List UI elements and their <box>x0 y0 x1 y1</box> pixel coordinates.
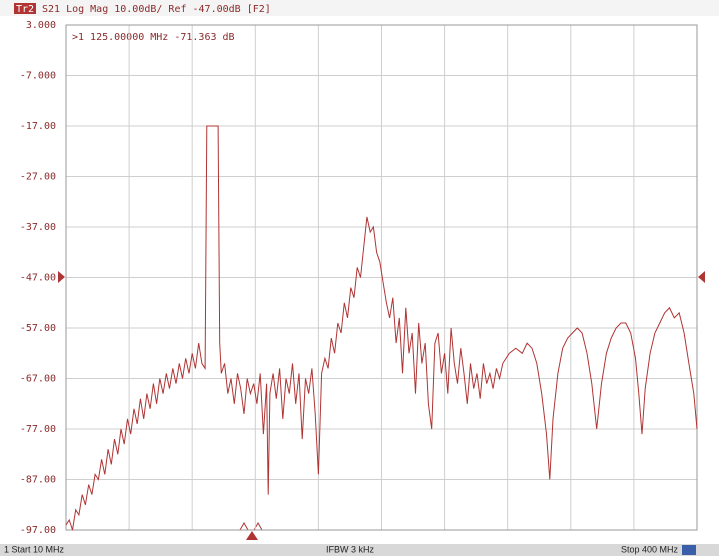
trace <box>65 125 698 531</box>
chart-title: S21 Log Mag 10.00dB/ Ref -47.00dB [F2] <box>42 4 271 15</box>
y-tick-label: -97.00 <box>20 525 56 536</box>
y-tick-label: -47.00 <box>20 273 56 284</box>
header-bar <box>0 0 719 16</box>
y-tick-label: 3.000 <box>26 20 56 31</box>
channel-badge <box>682 545 696 555</box>
ref-arrow-right <box>698 271 705 283</box>
y-tick-label: -7.000 <box>20 71 56 82</box>
y-tick-label: -67.00 <box>20 374 56 385</box>
trace-badge <box>14 3 36 14</box>
status-ifbw: IFBW 3 kHz <box>326 544 375 554</box>
ref-arrow-left <box>58 271 65 283</box>
status-stop: Stop 400 MHz <box>621 544 679 554</box>
y-tick-label: -17.00 <box>20 121 56 132</box>
y-tick-label: -37.00 <box>20 222 56 233</box>
y-tick-label: -87.00 <box>20 475 56 486</box>
status-start: 1 Start 10 MHz <box>4 544 65 554</box>
status-bar <box>0 544 719 556</box>
plot-frame <box>65 24 698 531</box>
y-tick-label: -27.00 <box>20 172 56 183</box>
y-tick-label: -77.00 <box>20 424 56 435</box>
active-marker <box>246 531 258 540</box>
trace-label: Tr2 <box>16 4 34 15</box>
y-tick-label: -57.00 <box>20 323 56 334</box>
marker-readout: >1 125.00000 MHz -71.363 dB <box>72 32 235 43</box>
